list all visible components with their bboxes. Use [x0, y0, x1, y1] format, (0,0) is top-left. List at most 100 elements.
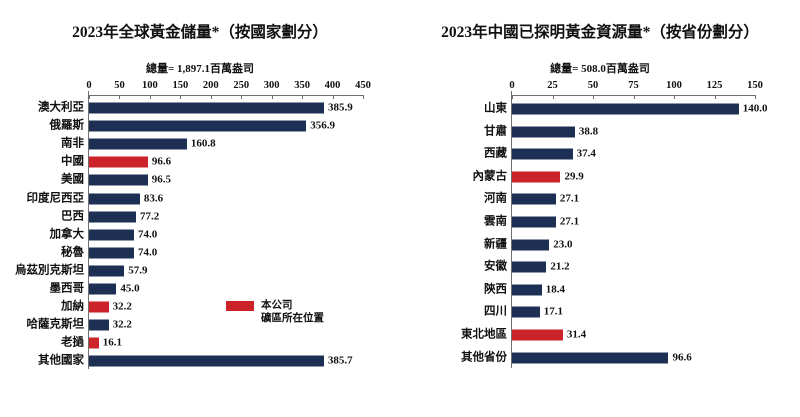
chart-bar-row[interactable]: 新疆 23.0 — [484, 236, 755, 254]
bar-value-label: 57.9 — [128, 264, 148, 277]
chart-bar-row[interactable]: 東北地區 31.4 — [461, 326, 755, 344]
chart-bar-row[interactable]: 安徽 21.2 — [484, 258, 755, 276]
bar-highlighted[interactable] — [89, 337, 99, 349]
bar[interactable] — [89, 247, 135, 259]
bar-value-label: 160.8 — [190, 137, 216, 150]
bar-category-label: 墨西哥 — [49, 282, 85, 295]
bar-highlighted[interactable] — [89, 301, 109, 313]
chart-bar-row[interactable]: 烏茲別克斯坦 57.9 — [15, 262, 363, 280]
chart-bar-row[interactable]: 甘肅 38.8 — [484, 123, 755, 141]
x-axis-tick-label: 0 — [86, 80, 92, 91]
bar[interactable] — [89, 283, 117, 295]
bar-category-label: 甘肅 — [484, 124, 507, 137]
x-axis-tick — [552, 95, 554, 99]
bar-highlighted[interactable] — [89, 156, 148, 168]
bar-category-label: 秘魯 — [61, 246, 84, 259]
chart-bar-row[interactable]: 河南 27.1 — [484, 190, 755, 208]
chart-bar-row[interactable]: 南非 160.8 — [61, 135, 363, 153]
chart-bar-row[interactable]: 秘魯 74.0 — [61, 244, 363, 262]
bar-category-label: 烏茲別克斯坦 — [15, 264, 84, 277]
bar-value-label: 385.7 — [327, 354, 353, 367]
bar-category-label: 東北地區 — [461, 328, 507, 341]
bar[interactable] — [89, 193, 140, 204]
x-axis-tick-label: 50 — [587, 80, 599, 91]
bar[interactable] — [89, 229, 135, 241]
chart-bar-row[interactable]: 加納 32.2 — [61, 298, 363, 316]
bar[interactable] — [89, 211, 136, 223]
chart-bar-row[interactable]: 加拿大 74.0 — [50, 226, 363, 244]
page-title-right: 2023年中國已探明黃金資源量*（按省份劃分） — [441, 24, 759, 41]
bar-category-label: 雲南 — [484, 215, 507, 228]
chart-bar-row[interactable]: 中國 96.6 — [61, 153, 363, 171]
x-axis-tick-label: 200 — [202, 80, 219, 91]
bar[interactable] — [89, 138, 187, 150]
x-axis-tick-label: 75 — [628, 80, 639, 91]
chart-bar-row[interactable]: 美國 96.5 — [61, 171, 363, 189]
x-axis-tick-label: 450 — [355, 80, 371, 91]
chart-bar-row[interactable]: 山東 140.0 — [484, 100, 768, 118]
x-axis-tick — [149, 95, 151, 99]
bar-category-label: 老撾 — [61, 336, 84, 349]
bar-value-label: 18.4 — [545, 283, 566, 296]
chart-bar-row[interactable]: 其他省份 96.6 — [461, 349, 755, 367]
chart-bar-row[interactable]: 老撾 16.1 — [61, 334, 363, 352]
bar-value-label: 37.4 — [576, 147, 596, 160]
x-axis-tick — [332, 95, 334, 99]
chart-bar-row[interactable]: 雲南 27.1 — [484, 213, 755, 231]
bar-category-label: 中國 — [61, 155, 84, 168]
bar-category-label: 山東 — [484, 102, 507, 115]
x-axis-tick — [363, 95, 364, 99]
chart-bar-row[interactable]: 墨西哥 45.0 — [50, 280, 363, 298]
bar-value-label: 74.0 — [138, 228, 158, 241]
bar-value-label: 32.2 — [112, 318, 132, 331]
bar[interactable] — [89, 102, 324, 114]
chart-bar-row[interactable]: 西藏 37.4 — [484, 145, 755, 163]
chart-bar-row[interactable]: 印度尼西亞 83.6 — [27, 190, 363, 208]
bar[interactable] — [89, 120, 307, 132]
bar-category-label: 巴西 — [61, 209, 84, 222]
x-axis-tick-label: 250 — [233, 80, 250, 91]
bar[interactable] — [512, 148, 573, 160]
chart-bar-row[interactable]: 內蒙古 29.9 — [473, 168, 755, 186]
x-axis-tick — [714, 95, 716, 99]
bar[interactable] — [512, 193, 556, 205]
x-axis-tick — [210, 95, 212, 99]
chart-bar-row[interactable]: 巴西 77.2 — [61, 208, 363, 226]
x-axis-tick-label: 150 — [172, 80, 189, 91]
bar-highlighted[interactable] — [512, 171, 561, 183]
x-axis-tick — [302, 95, 304, 99]
chart-bar-row[interactable]: 哈薩克斯坦 32.2 — [27, 316, 363, 334]
chart-bar-row[interactable]: 陝西 18.4 — [484, 281, 755, 299]
y-axis-left — [88, 91, 89, 369]
bar[interactable] — [89, 174, 148, 186]
bar[interactable] — [512, 261, 547, 273]
bar[interactable] — [512, 216, 556, 228]
bar-value-label: 45.0 — [120, 282, 140, 295]
bar[interactable] — [512, 126, 575, 138]
bar-category-label: 印度尼西亞 — [26, 191, 85, 204]
chart-bar-row[interactable]: 其他國家 385.7 — [38, 352, 363, 370]
bar-category-label: 其他國家 — [38, 354, 84, 367]
chart-bar-row[interactable]: 俄羅斯 356.9 — [50, 117, 363, 135]
bar-category-label: 河南 — [484, 192, 507, 205]
bar-value-label: 27.1 — [559, 215, 580, 228]
bar[interactable] — [512, 284, 542, 296]
chart-bar-row[interactable]: 四川 17.1 — [484, 303, 755, 321]
bar[interactable] — [512, 103, 739, 115]
chart-panel-global-gold-reserves: 2023年全球黃金儲量*（按國家劃分） 總量= 1,897.1百萬盎司 0 50 1… — [15, 24, 371, 370]
bar[interactable] — [89, 265, 125, 277]
bar[interactable] — [89, 355, 324, 367]
chart-subtitle-right: 總量= 508.0百萬盎司 — [550, 63, 650, 75]
bar[interactable] — [512, 352, 669, 364]
bar-value-label: 32.2 — [112, 300, 132, 313]
bar-highlighted[interactable] — [512, 329, 563, 341]
page-title-left: 2023年全球黃金儲量*（按國家劃分） — [72, 24, 328, 41]
x-axis-tick-label: 125 — [706, 80, 723, 91]
bar-category-label: 陝西 — [484, 283, 507, 296]
chart-bar-row[interactable]: 澳大利亞 385.9 — [38, 99, 363, 117]
bar[interactable] — [512, 306, 540, 318]
bar[interactable] — [512, 239, 550, 251]
bar-value-label: 74.0 — [138, 246, 158, 259]
bar[interactable] — [89, 319, 109, 331]
